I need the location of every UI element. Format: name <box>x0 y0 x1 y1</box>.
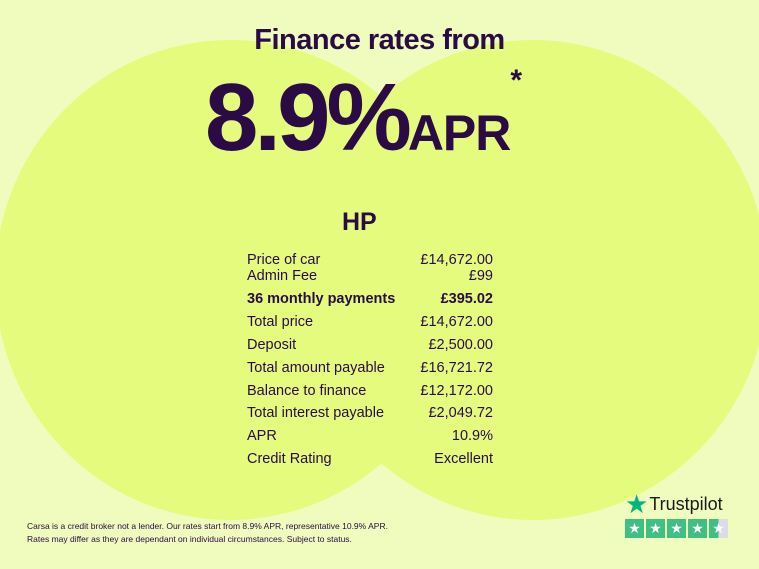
row-label: Deposit <box>247 337 297 353</box>
disclaimer-line: Carsa is a credit broker not a lender. O… <box>27 521 388 531</box>
half-star-icon: ★ <box>709 519 728 538</box>
asterisk: * <box>510 64 523 97</box>
row-value: £2,049.72 <box>428 405 493 421</box>
table-row: Total interest payable £2,049.72 <box>247 405 493 421</box>
row-label: Total interest payable <box>247 405 385 421</box>
row-label: Balance to finance <box>247 383 367 399</box>
rate-display: 8.9%APR * <box>205 64 522 168</box>
star-icon: ★ <box>688 519 707 538</box>
star-icon: ★ <box>667 519 686 538</box>
row-label: Total price <box>247 314 314 330</box>
row-value: £12,172.00 <box>420 383 493 399</box>
headline: Finance rates from <box>254 24 505 56</box>
disclaimer-line: Rates may differ as they are dependant o… <box>27 534 352 544</box>
table-row: 36 monthly payments £395.02 <box>247 291 493 307</box>
row-value: £395.02 <box>440 291 493 307</box>
trustpilot-name: Trustpilot <box>649 493 723 514</box>
row-label: Total amount payable <box>247 360 385 376</box>
section-title: HP <box>342 208 377 236</box>
rating-stars: ★ ★ ★ ★ ★ <box>625 519 728 538</box>
trustpilot-star-icon: ★ <box>625 489 649 519</box>
row-value: £14,672.00 <box>420 252 493 268</box>
row-label: 36 monthly payments <box>247 291 396 307</box>
row-value: £99 <box>468 268 493 284</box>
star-icon: ★ <box>646 519 665 538</box>
rate-value: 8.9% <box>205 64 412 171</box>
table-row: Credit Rating Excellent <box>247 451 493 467</box>
table-row: Deposit £2,500.00 <box>247 337 493 353</box>
row-label: APR <box>247 428 277 444</box>
table-row: APR 10.9% <box>247 428 493 444</box>
trustpilot-badge: ★ Trustpilot ★ ★ ★ ★ ★ <box>625 489 728 538</box>
table-row: Balance to finance £12,172.00 <box>247 383 493 399</box>
star-icon: ★ <box>625 519 644 538</box>
row-value: £14,672.00 <box>420 314 493 330</box>
row-label: Admin Fee <box>247 268 318 284</box>
table-row: Admin Fee £99 <box>247 268 493 284</box>
table-row: Total price £14,672.00 <box>247 314 493 330</box>
row-value: 10.9% <box>451 428 493 444</box>
row-value: Excellent <box>434 451 493 467</box>
table-row: Total amount payable £16,721.72 <box>247 360 493 376</box>
row-label: Price of car <box>247 252 321 268</box>
row-value: £16,721.72 <box>420 360 493 376</box>
background-circle-right <box>298 40 759 520</box>
apr-label: APR <box>407 105 512 161</box>
table-row: Price of car £14,672.00 <box>247 252 493 268</box>
row-value: £2,500.00 <box>428 337 493 353</box>
disclaimer: Carsa is a credit broker not a lender. O… <box>27 520 388 546</box>
row-label: Credit Rating <box>247 451 332 467</box>
